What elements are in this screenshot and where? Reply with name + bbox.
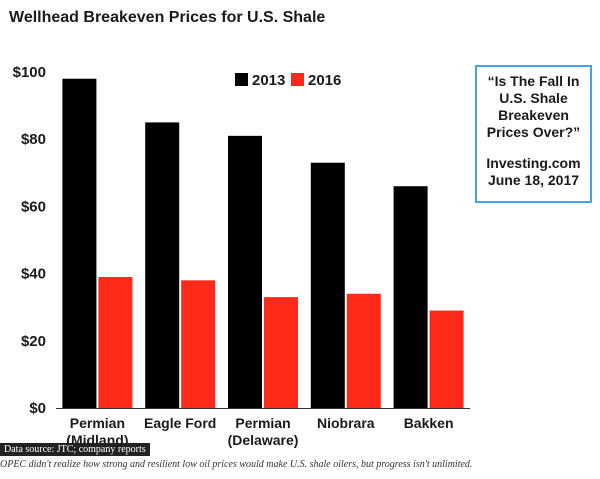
callout-source: Investing.com	[486, 155, 581, 171]
y-tick-label: $80	[21, 131, 46, 148]
bars	[62, 78, 464, 409]
y-tick-label: $60	[21, 198, 46, 215]
bar-2013	[145, 122, 180, 409]
y-axis-ticks: $0 $20 $40 $60 $80 $100	[13, 64, 46, 417]
y-tick-label: $40	[21, 266, 46, 283]
x-tick-label: Niobrara	[317, 415, 375, 431]
x-tick-label: Bakken	[404, 415, 454, 431]
y-tick-label: $0	[29, 400, 46, 417]
legend-label-2013: 2013	[252, 72, 285, 89]
callout-date: June 18, 2017	[487, 172, 580, 188]
bar-2016	[98, 276, 133, 408]
bar-2013	[228, 135, 262, 408]
data-source-label: Data source: JTC; company reports	[0, 443, 150, 456]
legend-swatch-2013	[235, 73, 248, 86]
bar-2016	[181, 280, 216, 408]
bar-2013	[310, 162, 345, 408]
x-tick-label: Permian (Delaware)	[228, 415, 299, 448]
bar-2016	[429, 310, 464, 408]
caption: OPEC didn't realize how strong and resil…	[0, 459, 473, 470]
y-tick-label: $20	[21, 333, 46, 350]
y-tick-label: $100	[13, 64, 46, 81]
bar-2016	[264, 297, 298, 408]
legend-swatch-2016	[291, 73, 304, 86]
callout-box: “Is The Fall In U.S. Shale Breakeven Pri…	[475, 65, 592, 203]
callout-quote: “Is The Fall In U.S. Shale Breakeven Pri…	[486, 73, 581, 140]
bar-2013	[393, 186, 428, 408]
bar-2013	[62, 78, 97, 408]
bar-2016	[346, 293, 381, 408]
legend-label-2016: 2016	[308, 72, 341, 89]
chart-title: Wellhead Breakeven Prices for U.S. Shale	[9, 9, 326, 26]
x-tick-label: Eagle Ford	[144, 415, 216, 431]
legend: 2013 2016	[235, 72, 341, 89]
